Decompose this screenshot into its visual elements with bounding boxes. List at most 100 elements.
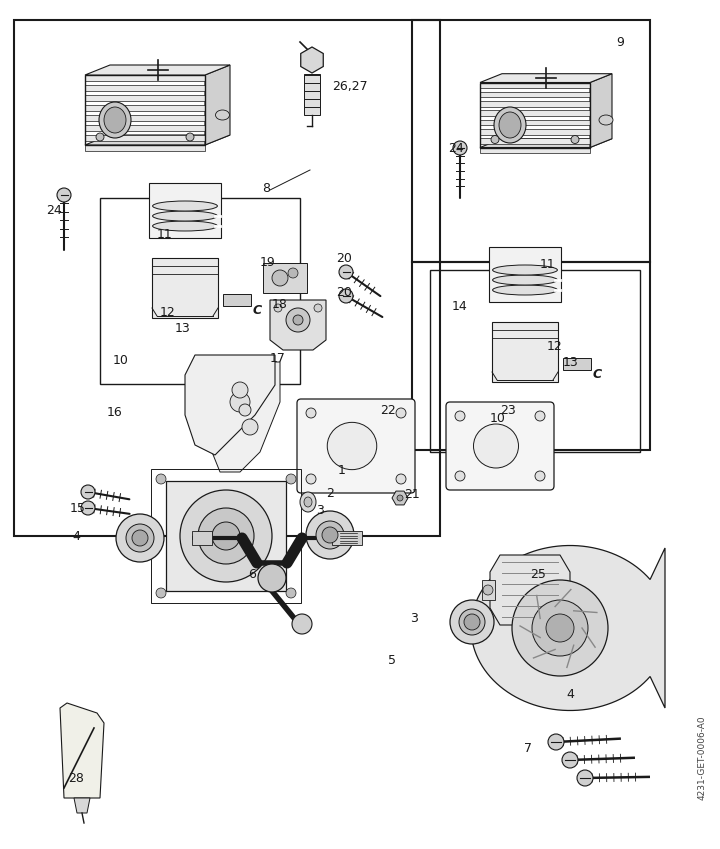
Circle shape	[126, 524, 154, 552]
Text: 18: 18	[272, 297, 288, 311]
Bar	[480, 101, 590, 107]
Text: 22: 22	[380, 403, 396, 417]
Text: 14: 14	[452, 300, 468, 312]
Circle shape	[306, 511, 354, 559]
Ellipse shape	[492, 285, 557, 295]
Polygon shape	[471, 546, 665, 711]
Circle shape	[242, 419, 258, 435]
Circle shape	[464, 614, 480, 630]
Polygon shape	[85, 65, 230, 75]
Circle shape	[239, 404, 251, 416]
Circle shape	[396, 474, 406, 484]
Ellipse shape	[499, 112, 521, 138]
Circle shape	[180, 490, 272, 582]
Bar	[489, 247, 561, 302]
Ellipse shape	[153, 201, 217, 211]
Text: 20: 20	[336, 251, 352, 265]
Bar	[14, 20, 440, 536]
Bar	[480, 148, 590, 153]
Bar	[85, 85, 205, 91]
Ellipse shape	[328, 422, 377, 469]
Ellipse shape	[300, 492, 316, 512]
Ellipse shape	[304, 497, 312, 507]
Circle shape	[258, 564, 286, 592]
Text: 13: 13	[563, 356, 579, 368]
Circle shape	[316, 521, 344, 549]
Bar	[85, 105, 205, 111]
Bar	[85, 95, 205, 101]
Polygon shape	[60, 703, 104, 798]
Text: 4231-GET-0006-A0: 4231-GET-0006-A0	[698, 716, 707, 800]
Bar	[192, 531, 212, 545]
Bar	[85, 115, 205, 121]
Circle shape	[314, 304, 322, 312]
Bar	[480, 120, 590, 125]
Bar	[480, 92, 590, 98]
Text: 23: 23	[500, 403, 516, 417]
Text: 8: 8	[262, 182, 270, 194]
Circle shape	[286, 588, 296, 598]
Text: 20: 20	[336, 285, 352, 299]
Text: 2: 2	[326, 486, 334, 499]
Text: C: C	[593, 368, 602, 380]
Text: 21: 21	[404, 487, 420, 501]
Text: 19: 19	[260, 256, 276, 268]
Bar	[85, 75, 205, 81]
Bar	[492, 322, 558, 382]
Bar	[85, 125, 205, 131]
Bar	[85, 145, 205, 151]
Circle shape	[288, 268, 298, 278]
Ellipse shape	[215, 110, 230, 120]
Circle shape	[571, 136, 579, 143]
Polygon shape	[85, 135, 230, 145]
Text: 11: 11	[157, 228, 173, 240]
Bar	[482, 580, 495, 600]
Polygon shape	[166, 481, 286, 591]
Circle shape	[397, 495, 403, 501]
Bar	[563, 358, 591, 370]
Text: 10: 10	[490, 412, 506, 424]
Ellipse shape	[494, 107, 526, 143]
Bar	[152, 258, 218, 318]
Circle shape	[293, 315, 303, 325]
Circle shape	[156, 588, 166, 598]
Circle shape	[455, 471, 465, 481]
Text: 13: 13	[175, 322, 191, 335]
Circle shape	[292, 614, 312, 634]
Polygon shape	[301, 47, 323, 73]
Polygon shape	[590, 74, 612, 148]
Polygon shape	[200, 362, 280, 472]
Bar	[430, 270, 640, 452]
Polygon shape	[270, 300, 326, 350]
Ellipse shape	[153, 211, 217, 221]
Circle shape	[483, 585, 493, 595]
FancyBboxPatch shape	[446, 402, 554, 490]
Text: 7: 7	[524, 741, 532, 755]
Polygon shape	[392, 491, 408, 505]
Circle shape	[339, 289, 353, 303]
Circle shape	[459, 609, 485, 635]
Text: 10: 10	[113, 353, 129, 367]
Bar	[480, 138, 590, 143]
Circle shape	[322, 527, 338, 543]
Bar	[100, 198, 300, 384]
Circle shape	[306, 408, 316, 418]
Text: 25: 25	[530, 567, 546, 581]
Circle shape	[286, 308, 310, 332]
Bar	[480, 82, 590, 148]
Polygon shape	[480, 138, 612, 148]
Circle shape	[577, 770, 593, 786]
Polygon shape	[490, 555, 570, 625]
Circle shape	[286, 474, 296, 484]
Circle shape	[396, 408, 406, 418]
Circle shape	[535, 411, 545, 421]
Text: 16: 16	[107, 406, 122, 419]
Circle shape	[81, 485, 95, 499]
Circle shape	[116, 514, 164, 562]
Text: 4: 4	[72, 530, 80, 543]
Text: 3: 3	[410, 611, 418, 625]
Circle shape	[532, 600, 588, 656]
Circle shape	[548, 734, 564, 750]
Circle shape	[339, 265, 353, 279]
Bar	[480, 110, 590, 116]
